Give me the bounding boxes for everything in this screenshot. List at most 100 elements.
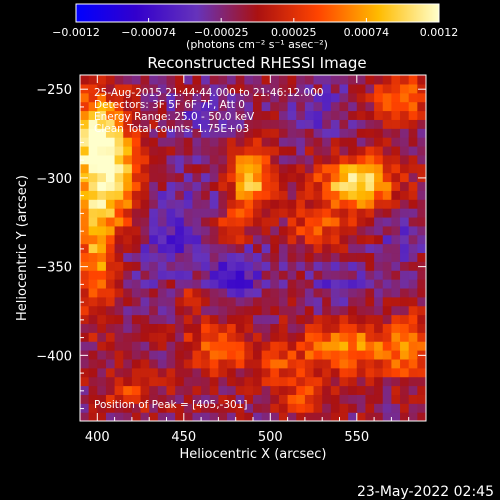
heatmap-cell bbox=[253, 92, 263, 103]
heatmap-cell bbox=[391, 172, 401, 183]
heatmap-cell bbox=[296, 208, 306, 218]
heatmap-cell bbox=[408, 137, 418, 147]
heatmap-cell bbox=[97, 358, 107, 369]
heatmap-cell bbox=[235, 163, 245, 174]
heatmap-cell bbox=[330, 296, 341, 307]
heatmap-cell bbox=[287, 350, 297, 360]
heatmap-cell bbox=[374, 137, 384, 147]
heatmap-cell bbox=[80, 376, 90, 387]
heatmap-cell bbox=[287, 243, 297, 254]
heatmap-cell bbox=[80, 350, 90, 360]
heatmap-cell bbox=[209, 216, 219, 227]
heatmap-cell bbox=[131, 323, 142, 333]
heatmap-cell bbox=[261, 154, 271, 165]
heatmap-cell bbox=[192, 376, 202, 387]
heatmap-cell bbox=[157, 314, 168, 325]
heatmap-cell bbox=[253, 287, 263, 298]
heatmap-cell bbox=[149, 101, 159, 112]
heatmap-cell bbox=[391, 412, 401, 421]
heatmap-cell bbox=[80, 163, 90, 174]
heatmap-cell bbox=[408, 163, 418, 174]
heatmap-cell bbox=[270, 412, 280, 421]
heatmap-cell bbox=[348, 394, 358, 404]
heatmap-cell bbox=[218, 252, 228, 262]
heatmap-cell bbox=[218, 199, 228, 209]
heatmap-cell bbox=[88, 323, 98, 333]
heatmap-cell bbox=[244, 208, 254, 218]
heatmap-cell bbox=[88, 145, 98, 156]
heatmap-cell bbox=[313, 350, 323, 360]
heatmap-cell bbox=[408, 181, 418, 191]
heatmap-cell bbox=[88, 305, 98, 316]
heatmap-cell bbox=[218, 385, 228, 395]
heatmap-cell bbox=[80, 367, 90, 378]
heatmap-cell bbox=[322, 323, 332, 333]
heatmap-cell bbox=[149, 75, 159, 85]
heatmap-cell bbox=[322, 234, 332, 245]
heatmap-cell bbox=[192, 350, 202, 360]
heatmap-cell bbox=[244, 172, 254, 183]
heatmap-cell bbox=[80, 172, 90, 183]
heatmap-cell bbox=[131, 261, 142, 271]
heatmap-cell bbox=[253, 403, 263, 413]
heatmap-cell bbox=[183, 225, 194, 236]
heatmap-cell bbox=[408, 296, 418, 307]
heatmap-cell bbox=[97, 199, 107, 209]
heatmap-cell bbox=[88, 181, 98, 191]
heatmap-cell bbox=[131, 385, 142, 395]
heatmap-cell bbox=[218, 323, 228, 333]
heatmap-cell bbox=[322, 412, 332, 421]
heatmap-cell bbox=[400, 190, 410, 200]
heatmap-cell bbox=[140, 376, 150, 387]
heatmap-cell bbox=[157, 243, 168, 254]
heatmap-cell bbox=[80, 225, 90, 236]
heatmap-cell bbox=[218, 367, 228, 378]
heatmap-cell bbox=[270, 358, 280, 369]
heatmap-cell bbox=[227, 181, 237, 191]
heatmap-cell bbox=[235, 110, 245, 120]
heatmap-cell bbox=[88, 208, 98, 218]
heatmap-cell bbox=[322, 385, 332, 395]
heatmap-cell bbox=[339, 385, 349, 395]
heatmap-cell bbox=[278, 190, 289, 200]
heatmap-cell bbox=[114, 403, 124, 413]
heatmap-cell bbox=[131, 128, 142, 138]
heatmap-cell bbox=[131, 332, 142, 342]
heatmap-cell bbox=[227, 137, 237, 147]
heatmap-cell bbox=[356, 261, 367, 271]
heatmap-cell bbox=[183, 279, 194, 289]
heatmap-cell bbox=[356, 314, 367, 325]
heatmap-cell bbox=[140, 216, 150, 227]
heatmap-cell bbox=[140, 350, 150, 360]
heatmap-cell bbox=[131, 279, 142, 289]
heatmap-cell bbox=[270, 137, 280, 147]
heatmap-cell bbox=[408, 128, 418, 138]
heatmap-cell bbox=[88, 332, 98, 342]
heatmap-cell bbox=[253, 323, 263, 333]
heatmap-cell bbox=[365, 199, 375, 209]
heatmap-cell bbox=[88, 234, 98, 245]
heatmap-cell bbox=[330, 145, 341, 156]
heatmap-cell bbox=[209, 314, 219, 325]
heatmap-cell bbox=[356, 119, 367, 129]
heatmap-cell bbox=[244, 163, 254, 174]
heatmap-cell bbox=[253, 270, 263, 280]
heatmap-cell bbox=[131, 412, 142, 421]
heatmap-cell bbox=[296, 403, 306, 413]
heatmap-cell bbox=[417, 190, 426, 200]
heatmap-cell bbox=[123, 367, 133, 378]
heatmap-cell bbox=[192, 234, 202, 245]
heatmap-cell bbox=[140, 137, 150, 147]
heatmap-cell bbox=[235, 287, 245, 298]
heatmap-cell bbox=[218, 376, 228, 387]
heatmap-cell bbox=[227, 234, 237, 245]
heatmap-cell bbox=[374, 163, 384, 174]
heatmap-cell bbox=[400, 199, 410, 209]
heatmap-cell bbox=[313, 287, 323, 298]
heatmap-cell bbox=[400, 412, 410, 421]
heatmap-cell bbox=[80, 216, 90, 227]
heatmap-cell bbox=[209, 358, 219, 369]
heatmap-cell bbox=[408, 119, 418, 129]
heatmap-cell bbox=[356, 305, 367, 316]
heatmap-cell bbox=[348, 208, 358, 218]
